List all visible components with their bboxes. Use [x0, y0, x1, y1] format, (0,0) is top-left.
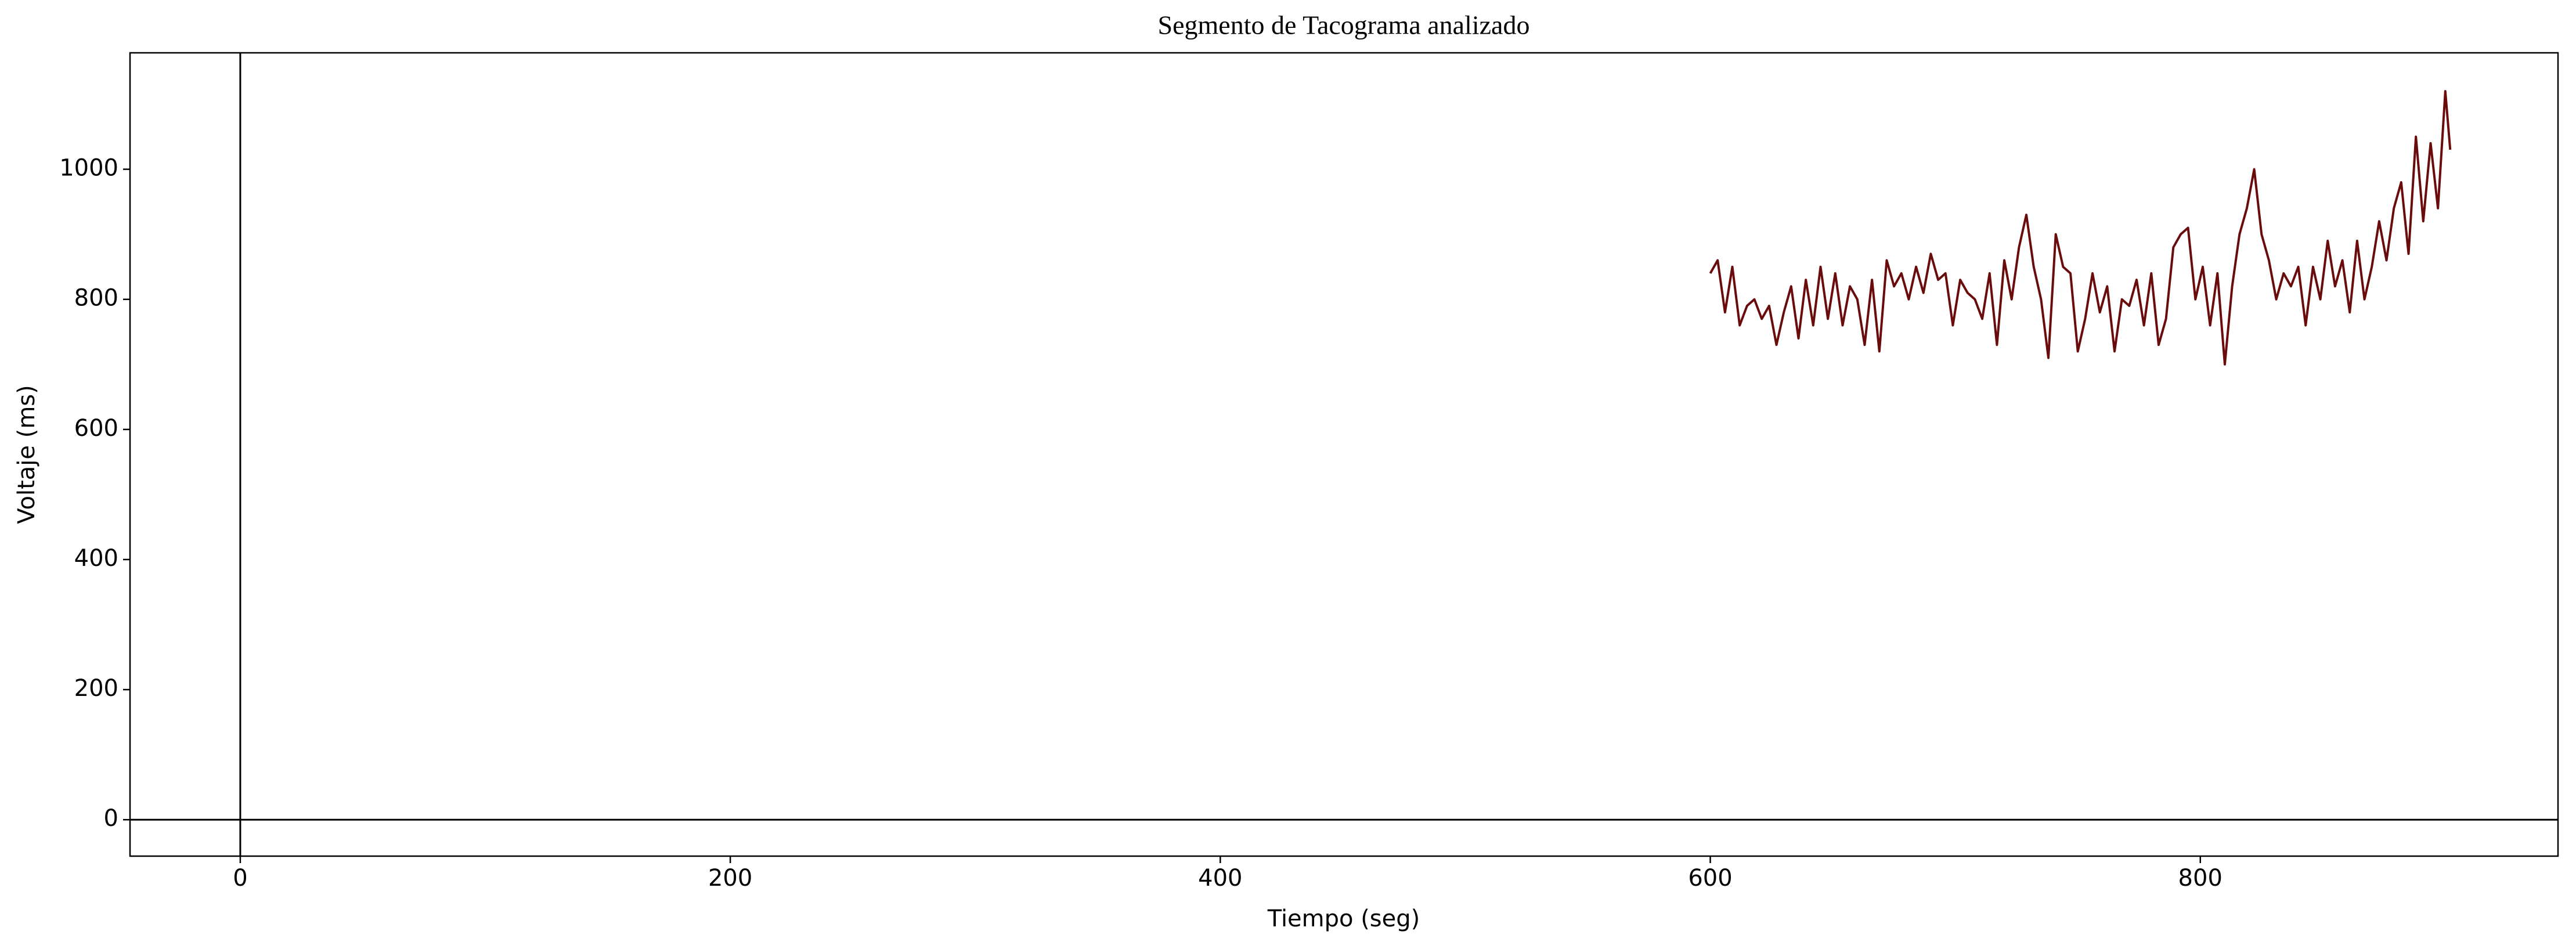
- x-tick-label: 600: [1688, 865, 1732, 892]
- plot-frame: [129, 52, 2559, 857]
- y-tick-label: 800: [74, 285, 118, 312]
- x-tick-label: 800: [2178, 865, 2223, 892]
- x-tick-label: 400: [1198, 865, 1242, 892]
- chart-title: Segmento de Tacograma analizado: [1158, 10, 1530, 40]
- x-tick-label: 200: [708, 865, 752, 892]
- x-tick-label: 0: [233, 865, 247, 892]
- y-tick-label: 1000: [59, 155, 118, 182]
- y-tick-label: 0: [104, 805, 118, 832]
- y-axis-label: Voltaje (ms): [13, 385, 40, 524]
- x-axis-label: Tiempo (seg): [1267, 905, 1420, 932]
- data-line: [1709, 90, 2452, 366]
- y-tick-label: 200: [74, 675, 118, 702]
- y-tick-label: 400: [74, 545, 118, 572]
- y-tick-label: 600: [74, 415, 118, 442]
